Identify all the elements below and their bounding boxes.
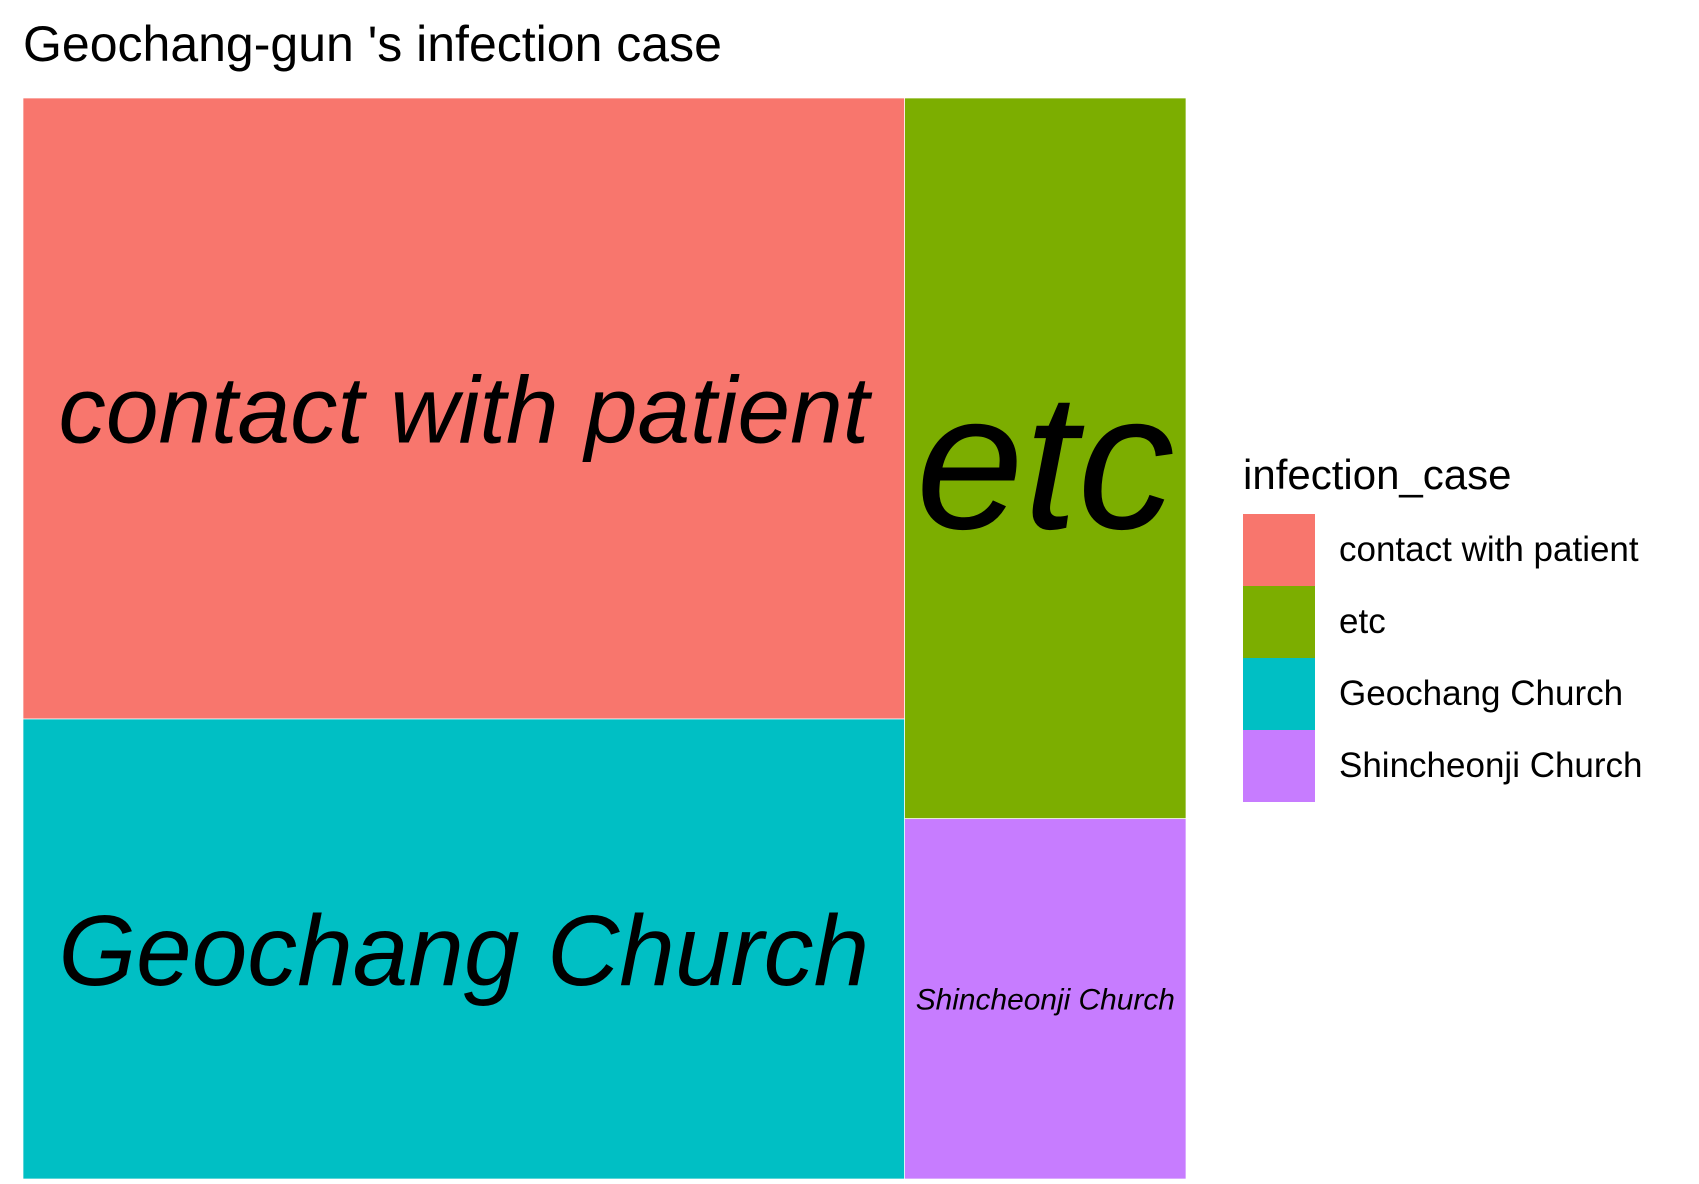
legend-label-contact-with-patient: contact with patient [1339, 530, 1639, 570]
legend-label-shincheonji-church: Shincheonji Church [1339, 746, 1643, 786]
legend-label-etc: etc [1339, 602, 1386, 642]
legend-title: infection_case [1243, 451, 1512, 498]
legend-item-geochang-church: Geochang Church [1243, 658, 1643, 731]
legend-items: contact with patient etc Geochang Church Sh… [1243, 514, 1643, 803]
tile-label-shincheonji-church: Shincheonji Church [916, 984, 1175, 1017]
legend-item-etc: etc [1243, 586, 1643, 659]
legend-swatch-etc [1243, 586, 1315, 659]
legend-swatch-contact-with-patient [1243, 514, 1315, 587]
tile-label-geochang-church: Geochang Church [58, 896, 869, 1007]
tile-contact-with-patient [22, 97, 905, 720]
legend-item-contact-with-patient: contact with patient [1243, 514, 1643, 587]
legend-swatch-geochang-church [1243, 658, 1315, 731]
tile-shincheonji-church [904, 818, 1187, 1180]
chart-title: Geochang-gun 's infection case [23, 16, 722, 72]
tile-geochang-church [22, 718, 905, 1180]
legend: infection_case contact with patient etc Ge… [1243, 450, 1643, 803]
legend-item-shincheonji-church: Shincheonji Church [1243, 730, 1643, 803]
legend-label-geochang-church: Geochang Church [1339, 674, 1624, 714]
legend-swatch-shincheonji-church [1243, 730, 1315, 803]
tile-label-etc: etc [916, 353, 1175, 570]
tile-label-contact-with-patient: contact with patient [59, 358, 873, 464]
treemap-plot: contact with patient Geochang Church etc Sh… [22, 97, 1187, 1180]
tile-etc [904, 97, 1187, 820]
